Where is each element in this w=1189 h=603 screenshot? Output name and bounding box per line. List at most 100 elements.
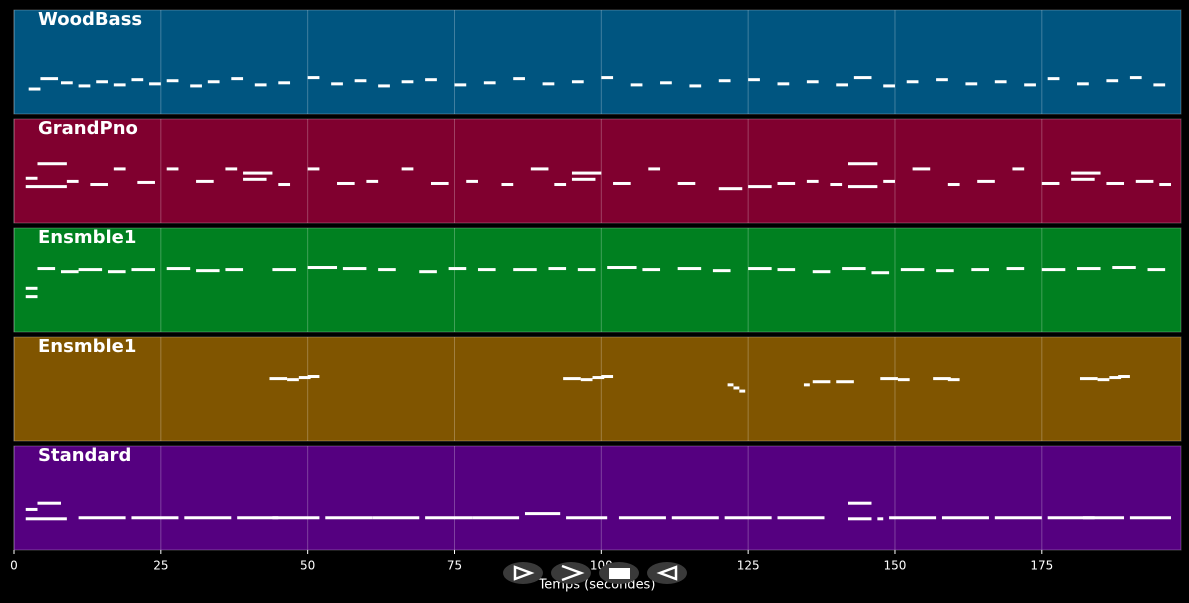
note [419, 270, 437, 274]
note [166, 267, 191, 271]
note [830, 183, 843, 187]
note [1112, 266, 1136, 270]
note [777, 516, 825, 520]
track-name: Standard [38, 445, 131, 466]
note [941, 516, 989, 520]
note [1041, 268, 1066, 272]
note [812, 270, 831, 274]
note [278, 183, 291, 187]
note [131, 516, 179, 520]
note [287, 378, 299, 382]
note [853, 76, 872, 80]
track-panel [13, 336, 1182, 442]
note [196, 179, 214, 183]
note [642, 268, 661, 272]
note [483, 81, 496, 85]
note [278, 81, 291, 85]
note [1129, 76, 1142, 80]
note [342, 267, 367, 271]
track-panel [13, 445, 1182, 551]
note [337, 181, 355, 185]
note [113, 167, 126, 171]
note [912, 167, 931, 171]
note [254, 83, 267, 87]
note [1109, 376, 1122, 380]
note [401, 80, 414, 84]
note [166, 79, 179, 83]
track-name: GrandPno [38, 118, 138, 139]
note [748, 267, 772, 271]
note [298, 376, 311, 380]
note [28, 87, 41, 91]
note [733, 386, 740, 390]
note [542, 82, 555, 86]
note [977, 179, 995, 183]
note [601, 76, 614, 80]
note [107, 270, 126, 274]
note [592, 376, 605, 380]
note [677, 267, 702, 271]
note [131, 78, 144, 82]
note [1012, 167, 1025, 171]
track-panel [13, 227, 1182, 333]
note [947, 183, 960, 187]
note [78, 516, 126, 520]
note [897, 378, 910, 382]
note [272, 516, 320, 520]
note [1159, 183, 1172, 187]
note [1153, 83, 1166, 87]
note [803, 383, 810, 387]
note [196, 269, 220, 273]
note [225, 167, 238, 171]
note [748, 78, 760, 82]
note [372, 516, 420, 520]
note [571, 80, 584, 84]
note [548, 267, 567, 271]
note [842, 267, 866, 271]
note [936, 269, 954, 273]
note [513, 268, 537, 272]
note [847, 185, 878, 189]
stop-button[interactable] [599, 562, 639, 584]
note [806, 80, 819, 84]
rewind-button[interactable] [647, 562, 687, 584]
note [571, 177, 596, 181]
note [25, 286, 38, 290]
note [40, 77, 59, 81]
note [718, 79, 731, 83]
play-button[interactable] [503, 562, 543, 584]
note [1041, 181, 1060, 185]
note [425, 78, 437, 82]
note [994, 80, 1007, 84]
track-name: Ensmble1 [38, 227, 136, 248]
note [530, 167, 549, 171]
note [90, 183, 108, 187]
note [777, 181, 796, 185]
note [25, 507, 38, 511]
note [933, 377, 951, 381]
note [971, 268, 989, 272]
note [1118, 375, 1130, 379]
note [37, 162, 67, 166]
forward-button[interactable] [551, 562, 591, 584]
note [613, 181, 631, 185]
note [880, 377, 898, 381]
note [648, 167, 661, 171]
note [1135, 179, 1154, 183]
note [307, 375, 320, 379]
note [25, 176, 38, 180]
note [137, 180, 155, 184]
note [307, 266, 338, 270]
note [812, 380, 831, 384]
note [448, 267, 467, 271]
note [37, 185, 67, 189]
note [1097, 378, 1110, 382]
note [354, 79, 367, 83]
note [554, 183, 567, 187]
note [727, 383, 734, 387]
note [1071, 177, 1095, 181]
note [477, 268, 496, 272]
note [1106, 181, 1125, 185]
note [777, 82, 790, 86]
x-tick-label: 175 [1030, 559, 1053, 573]
